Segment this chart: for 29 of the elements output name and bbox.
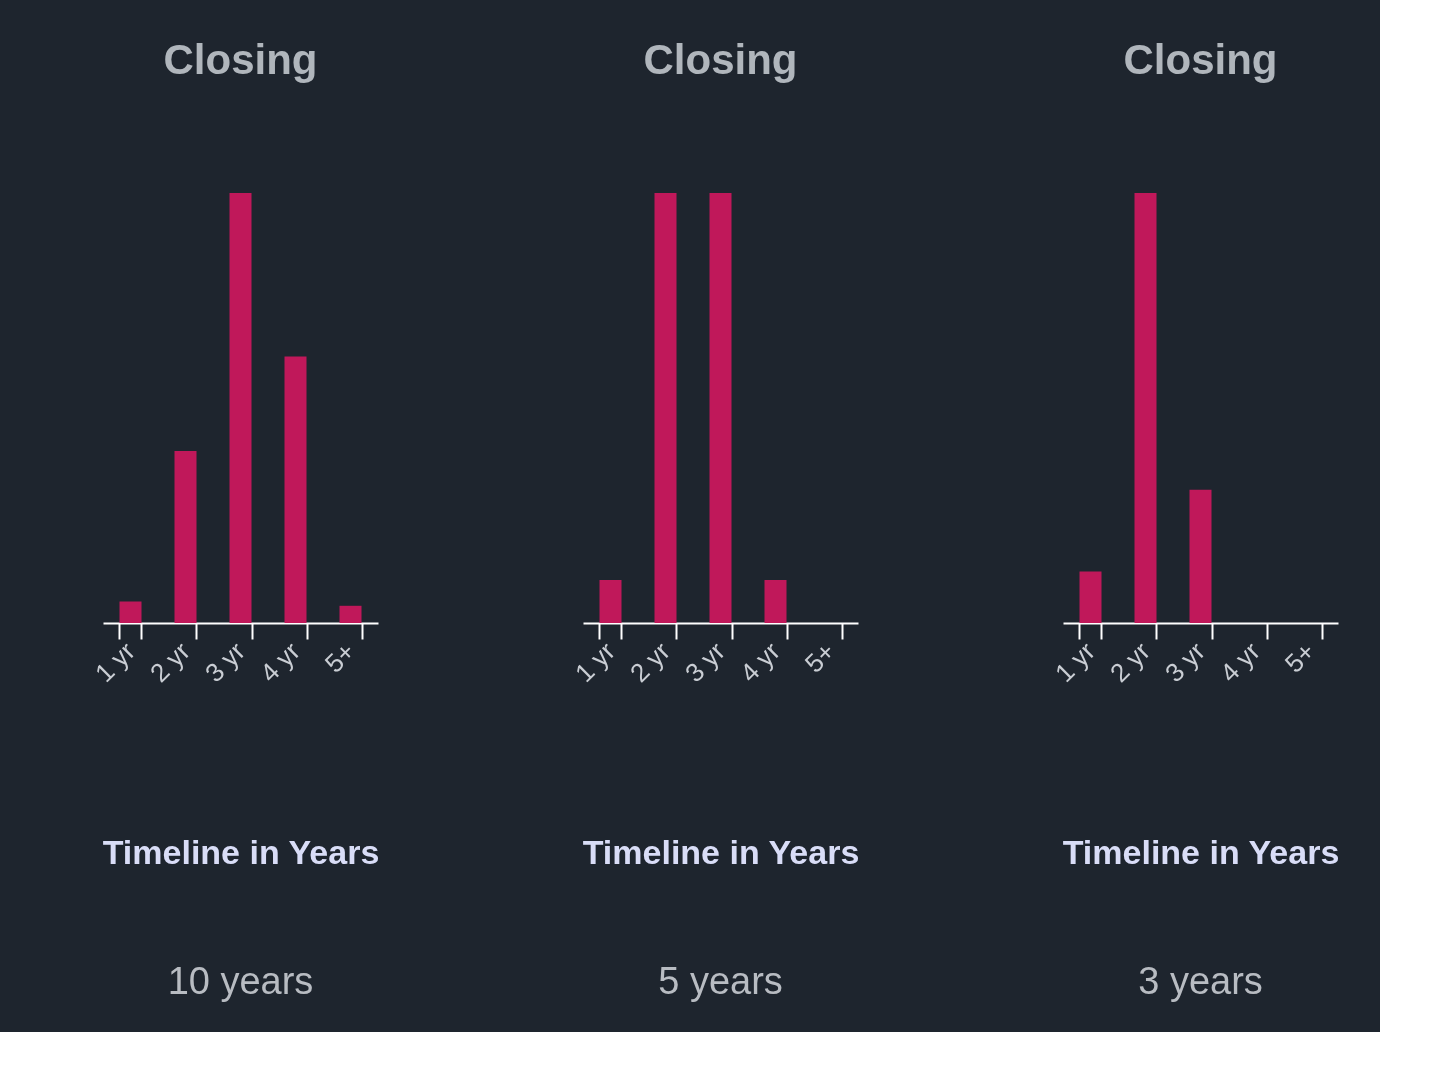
x-tick-label: 5+ <box>1278 636 1321 679</box>
bar <box>174 451 197 623</box>
bar <box>229 193 252 623</box>
x-axis-title: Timeline in Years <box>102 833 380 872</box>
bar <box>284 356 307 623</box>
x-tick-label: 5+ <box>798 636 841 679</box>
x-tick-label: 4 yr <box>254 635 307 689</box>
x-tick-label: 4 yr <box>1214 635 1267 689</box>
x-axis-title: Timeline in Years <box>582 833 860 872</box>
x-axis-title: Timeline in Years <box>1062 833 1340 872</box>
x-tick-label: 2 yr <box>144 635 197 689</box>
x-tick-label: 4 yr <box>734 635 787 689</box>
x-tick-label: 2 yr <box>624 635 677 689</box>
text: 5 years <box>658 960 783 1002</box>
chart-title: Closing <box>1123 36 1278 83</box>
x-tick-label: 1 yr <box>89 635 142 689</box>
x-tick-label: 1 yr <box>569 635 622 689</box>
chart-title: Closing <box>163 36 318 83</box>
x-tick-label: 5+ <box>318 636 361 679</box>
bar <box>119 601 142 623</box>
x-tick-label: 2 yr <box>1104 635 1157 689</box>
x-tick-label: 1 yr <box>1049 635 1102 689</box>
bar <box>339 605 362 623</box>
x-tick-label: 3 yr <box>1159 635 1212 689</box>
chart-title: Closing <box>643 36 798 83</box>
x-tick-label: 3 yr <box>199 635 252 689</box>
x-tick-label: 3 yr <box>679 635 732 689</box>
text: 10 years <box>167 960 314 1002</box>
text: 3 years <box>1138 960 1263 1002</box>
